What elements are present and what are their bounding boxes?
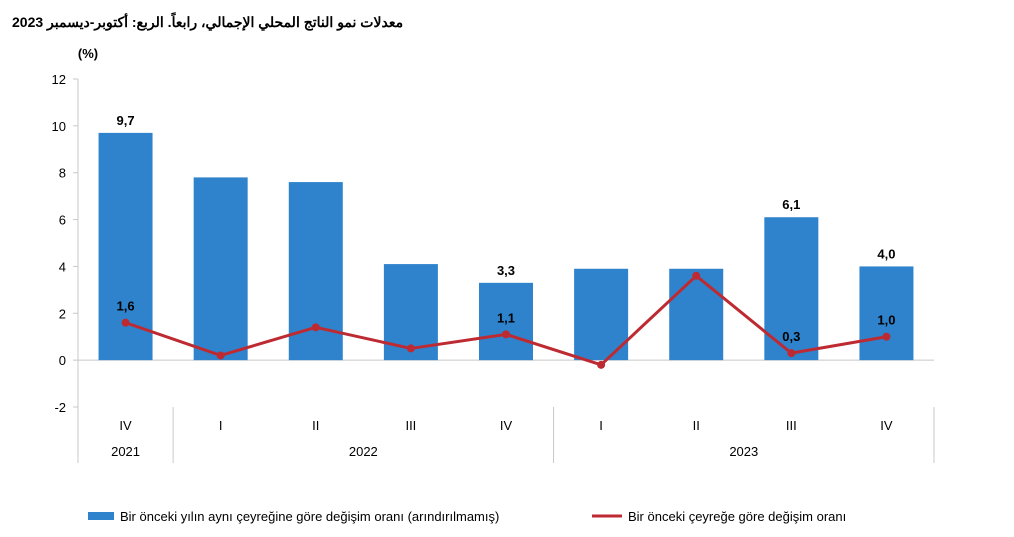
y-tick-label: -2: [54, 400, 66, 415]
bar: [574, 268, 629, 361]
x-year-label: 2023: [729, 444, 758, 459]
bar-value-label: 3,3: [497, 263, 515, 278]
bar: [764, 217, 819, 361]
x-category-label: I: [219, 418, 223, 433]
bar: [669, 268, 724, 361]
y-tick-label: 12: [52, 72, 66, 87]
line-point: [406, 344, 415, 353]
legend-bar-swatch: [88, 512, 114, 520]
bar: [859, 266, 914, 361]
x-category-label: II: [693, 418, 700, 433]
bar: [479, 282, 533, 361]
bar-series: [98, 132, 914, 361]
chart-title: 2023 معدلات نمو الناتج المحلي الإجمالي، …: [12, 14, 404, 30]
x-category-label: I: [599, 418, 603, 433]
legend-bar-label: Bir önceki yılın aynı çeyreğine göre değ…: [120, 509, 499, 524]
y-tick-label: 4: [59, 259, 66, 274]
y-tick-label: 2: [59, 306, 66, 321]
line-value-label: 1,1: [497, 310, 515, 325]
bar-value-label: 6,1: [782, 197, 800, 212]
x-category-label: IV: [880, 418, 893, 433]
y-tick-label: 0: [59, 353, 66, 368]
line-point: [502, 330, 510, 339]
line-value-label: 1,0: [877, 313, 895, 328]
line-point: [216, 351, 225, 360]
line-point: [787, 349, 796, 358]
line-point: [121, 318, 130, 327]
y-tick-label: 10: [52, 119, 66, 134]
line-value-label: 1,6: [117, 299, 135, 314]
line-value-label: 0,3: [782, 329, 800, 344]
x-category-label: III: [405, 418, 416, 433]
y-tick-label: 8: [59, 166, 66, 181]
line-point: [597, 360, 606, 369]
x-category-label: IV: [119, 418, 132, 433]
x-year-label: 2022: [349, 444, 378, 459]
data-labels: 9,7 3,3 6,1 4,0 1,6 1,1 0,3 1,0: [117, 113, 896, 344]
y-axis-unit-label: (%): [78, 46, 98, 61]
x-category-label: II: [312, 418, 319, 433]
legend: Bir önceki yılın aynı çeyreğine göre değ…: [88, 509, 846, 524]
bar: [193, 177, 248, 361]
x-category-label: III: [786, 418, 797, 433]
line-point: [692, 271, 701, 280]
line-point: [882, 332, 891, 341]
x-year-label: 2021: [111, 444, 140, 459]
bar-value-label: 4,0: [877, 246, 895, 261]
y-tick-label: 6: [59, 213, 66, 228]
legend-line-label: Bir önceki çeyreğe göre değişim oranı: [628, 509, 846, 524]
x-category-label: IV: [500, 418, 513, 433]
bar-value-label: 9,7: [117, 113, 135, 128]
line-series: [121, 271, 891, 369]
line-point: [311, 323, 320, 332]
